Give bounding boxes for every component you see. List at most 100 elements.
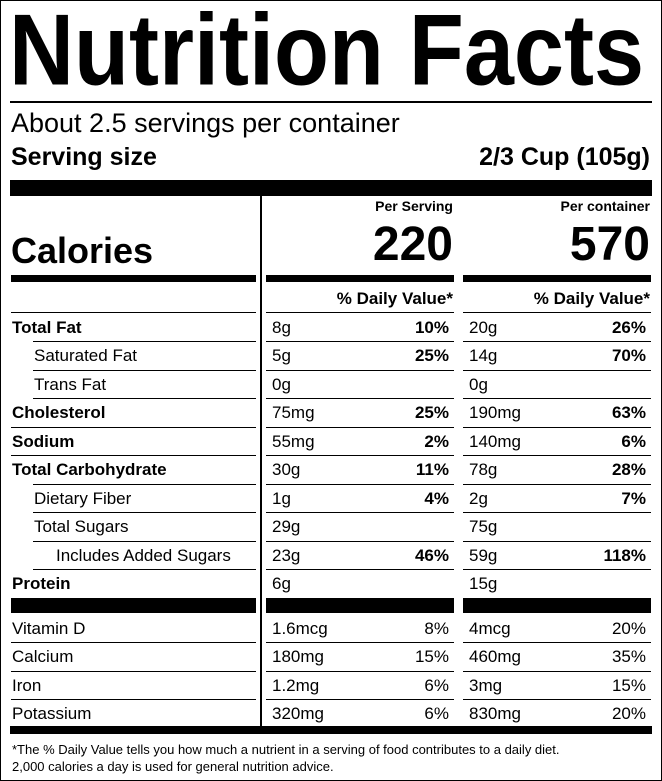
daily-value: 26% <box>611 317 646 337</box>
daily-value: 35% <box>611 647 646 666</box>
amount: 830mg <box>469 704 521 723</box>
row-rule <box>266 540 454 542</box>
footnote: 2,000 calories a day is used for general… <box>12 758 334 774</box>
serving-size: 2/3 Cup (105g) <box>479 142 650 171</box>
calories-rule <box>266 275 454 282</box>
row-rule <box>463 369 651 371</box>
title: Nutrition Facts <box>9 0 645 107</box>
row-rule <box>266 699 454 700</box>
daily-value-header: % Daily Value* <box>336 288 453 308</box>
nutrient-name: Trans Fat <box>34 374 107 394</box>
calories-value: 220 <box>372 218 453 271</box>
amount: 5g <box>272 346 291 365</box>
daily-value: 118% <box>603 545 646 565</box>
daily-value: 28% <box>611 460 646 479</box>
row-rule <box>463 398 651 399</box>
amount: 190mg <box>469 403 521 422</box>
row-rule <box>11 699 256 700</box>
row-rule <box>266 312 454 313</box>
calories-rule <box>463 275 651 282</box>
row-rule <box>266 569 454 570</box>
row-rule <box>33 512 256 513</box>
row-rule <box>463 455 651 456</box>
row-rule <box>266 341 454 342</box>
nutrient-name: Total Sugars <box>34 517 129 536</box>
calories-label: Calories <box>11 230 154 271</box>
row-rule <box>463 540 651 542</box>
row-rule <box>463 426 651 428</box>
column-divider <box>260 196 262 726</box>
amount: 15g <box>469 574 498 593</box>
daily-value: 2% <box>424 431 449 451</box>
column-header: Per container <box>560 198 650 214</box>
amount: 140mg <box>469 431 521 451</box>
row-rule <box>463 569 651 570</box>
daily-value: 8% <box>424 618 449 638</box>
calories-rule <box>11 275 256 282</box>
amount: 55mg <box>272 431 315 451</box>
row-rule <box>11 642 256 643</box>
row-rule <box>266 670 454 672</box>
footnote: *The % Daily Value tells you how much a … <box>12 741 560 757</box>
daily-value: 6% <box>424 704 449 723</box>
nutrient-name: Total Fat <box>12 317 82 337</box>
daily-value: 11% <box>415 460 449 479</box>
amount: 2g <box>469 488 488 508</box>
amount: 180mg <box>272 647 324 666</box>
row-rule <box>266 642 454 643</box>
daily-value: 70% <box>611 346 646 365</box>
nutrient-name: Cholesterol <box>12 403 106 422</box>
row-rule <box>463 483 651 485</box>
amount: 1.2mg <box>272 675 320 695</box>
row-rule <box>33 369 256 371</box>
daily-value: 6% <box>424 675 449 695</box>
daily-value: 15% <box>611 675 646 695</box>
amount: 0g <box>469 374 488 394</box>
amount: 14g <box>469 346 498 365</box>
daily-value: 6% <box>621 431 646 451</box>
row-rule <box>33 398 256 399</box>
thick-rule <box>463 598 651 613</box>
row-rule <box>463 670 651 672</box>
daily-value: 25% <box>414 403 449 422</box>
nutrient-name: Vitamin D <box>12 618 86 638</box>
row-rule <box>11 312 256 313</box>
thick-rule <box>266 598 454 613</box>
amount: 6g <box>272 574 291 593</box>
amount: 0g <box>272 374 291 394</box>
nutrient-name: Total Carbohydrate <box>12 460 167 479</box>
row-rule <box>266 369 454 371</box>
amount: 1g <box>272 488 291 508</box>
nutrient-name: Includes Added Sugars <box>56 545 231 565</box>
amount: 460mg <box>469 647 521 666</box>
nutrient-name: Sodium <box>12 431 75 451</box>
daily-value: 25% <box>414 346 449 365</box>
row-rule <box>463 699 651 700</box>
nutrient-name: Iron <box>12 675 42 695</box>
row-rule <box>11 455 256 456</box>
daily-value: 15% <box>414 647 449 666</box>
calories-value: 570 <box>569 218 650 271</box>
row-rule <box>33 540 256 542</box>
row-rule <box>33 569 256 570</box>
daily-value: 4% <box>424 488 449 508</box>
serving-size-label: Serving size <box>11 142 157 171</box>
nutrient-name: Potassium <box>12 704 92 723</box>
servings-per-container: About 2.5 servings per container <box>11 107 400 138</box>
nutrient-name: Saturated Fat <box>34 346 138 365</box>
amount: 320mg <box>272 704 324 723</box>
nutrient-name: Dietary Fiber <box>34 488 132 508</box>
amount: 78g <box>469 460 498 479</box>
row-rule <box>463 341 651 342</box>
amount: 29g <box>272 517 301 536</box>
row-rule <box>266 398 454 399</box>
row-rule <box>11 670 256 672</box>
bottom-rule <box>10 726 652 734</box>
row-rule <box>33 341 256 342</box>
daily-value: 20% <box>611 618 646 638</box>
nutrient-name: Calcium <box>12 647 74 666</box>
row-rule <box>266 512 454 513</box>
amount: 20g <box>469 317 498 337</box>
row-rule <box>33 483 256 485</box>
